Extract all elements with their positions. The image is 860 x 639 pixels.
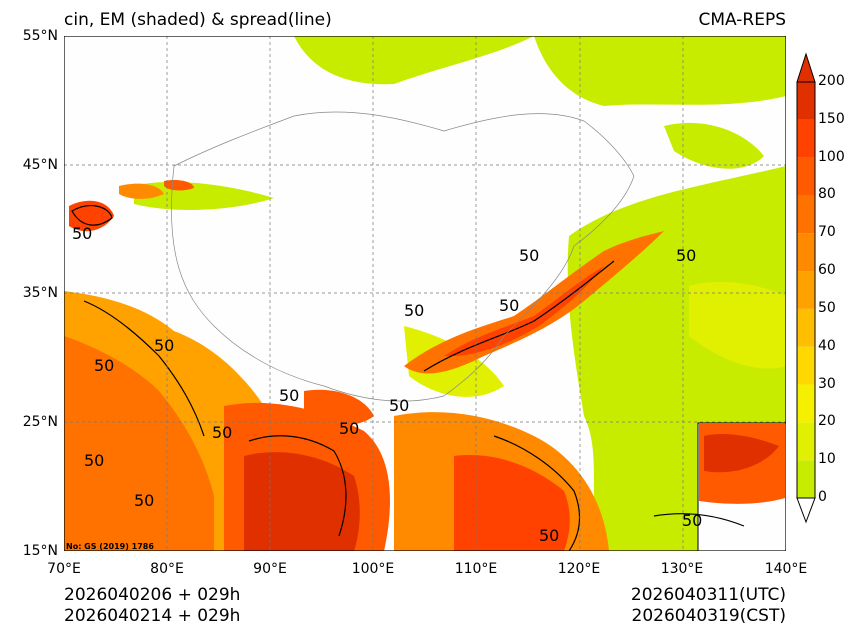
lon-label-80: 80°E — [150, 561, 184, 577]
colorbar-label: 70 — [818, 224, 836, 241]
colorbar-segment — [797, 384, 815, 423]
contour-label: 50 — [682, 511, 702, 530]
map-approval-number: No: GS (2019) 1786 — [66, 542, 154, 551]
lat-label-15: 15°N — [22, 543, 58, 559]
east-china-band — [404, 231, 664, 374]
colorbar-extend-top — [796, 52, 816, 83]
contour-label: 50 — [154, 336, 174, 355]
lat-label-55: 55°N — [22, 28, 58, 44]
colorbar-label: 80 — [818, 186, 836, 203]
contour-label: 50 — [539, 526, 559, 545]
colorbar-segment — [797, 460, 815, 498]
contour-label: 50 — [339, 419, 359, 438]
colorbar-segment — [797, 233, 815, 272]
colorbar-segment — [797, 422, 815, 461]
colorbar-segment — [797, 157, 815, 196]
colorbar-label: 40 — [818, 337, 836, 354]
colorbar-label: 150 — [818, 110, 845, 127]
colorbar-segment — [797, 308, 815, 347]
init-time-utc: 2026040206 + 029h — [64, 585, 241, 605]
colorbar-label: 50 — [818, 299, 836, 316]
lat-label-25: 25°N — [22, 414, 58, 430]
colorbar-segment — [797, 119, 815, 158]
lat-label-45: 45°N — [22, 157, 58, 173]
contour-label: 50 — [212, 423, 232, 442]
colorbar-label: 10 — [818, 451, 836, 468]
colorbar — [796, 52, 816, 524]
map-plot: 50 50 50 50 50 50 50 50 50 50 50 50 50 5… — [64, 36, 786, 551]
valid-time-utc: 2026040311(UTC) — [630, 585, 786, 605]
south-china-sea-inset — [697, 422, 786, 551]
contour-label-group: 50 50 50 50 50 50 50 50 50 50 50 50 50 5… — [72, 224, 702, 545]
contour-label: 50 — [519, 246, 539, 265]
contour-label: 50 — [134, 491, 154, 510]
colorbar-label: 20 — [818, 413, 836, 430]
lon-label-130: 130°E — [660, 561, 704, 577]
colorbar-label: 100 — [818, 148, 845, 165]
lon-label-70: 70°E — [47, 561, 81, 577]
colorbar-label: 60 — [818, 262, 836, 279]
colorbar-segment — [797, 346, 815, 385]
valid-time-cst: 2026040319(CST) — [631, 606, 786, 626]
country-border — [171, 111, 635, 402]
contour-label: 50 — [279, 386, 299, 405]
lon-label-140: 140°E — [764, 561, 808, 577]
contour-label: 50 — [72, 224, 92, 243]
init-time-cst: 2026040214 + 029h — [64, 606, 241, 626]
southwest-cin-field — [64, 291, 264, 551]
colorbar-segment — [797, 271, 815, 309]
colorbar-label: 0 — [818, 489, 827, 505]
lon-label-110: 110°E — [454, 561, 498, 577]
spread-contours — [71, 205, 745, 551]
contour-label: 50 — [94, 356, 114, 375]
model-name: CMA-REPS — [698, 10, 786, 30]
contour-label: 50 — [676, 246, 696, 265]
colorbar-extend-bottom — [796, 497, 816, 524]
colorbar-segment — [797, 82, 815, 120]
plot-title: cin, EM (shaded) & spread(line) — [64, 10, 332, 30]
lon-label-90: 90°E — [253, 561, 287, 577]
graticule — [64, 36, 786, 551]
lat-label-35: 35°N — [22, 285, 58, 301]
contour-label: 50 — [389, 396, 409, 415]
colorbar-frame — [796, 81, 816, 499]
colorbar-label: 200 — [818, 73, 845, 89]
colorbar-segments — [797, 82, 815, 498]
lon-label-100: 100°E — [351, 561, 395, 577]
lon-label-120: 120°E — [557, 561, 601, 577]
tropical-cin-field — [224, 389, 609, 551]
contour-label: 50 — [404, 301, 424, 320]
contour-label: 50 — [499, 296, 519, 315]
colorbar-label: 30 — [818, 375, 836, 392]
contour-label: 50 — [84, 451, 104, 470]
colorbar-segment — [797, 195, 815, 234]
north-cin-patches — [134, 36, 786, 210]
